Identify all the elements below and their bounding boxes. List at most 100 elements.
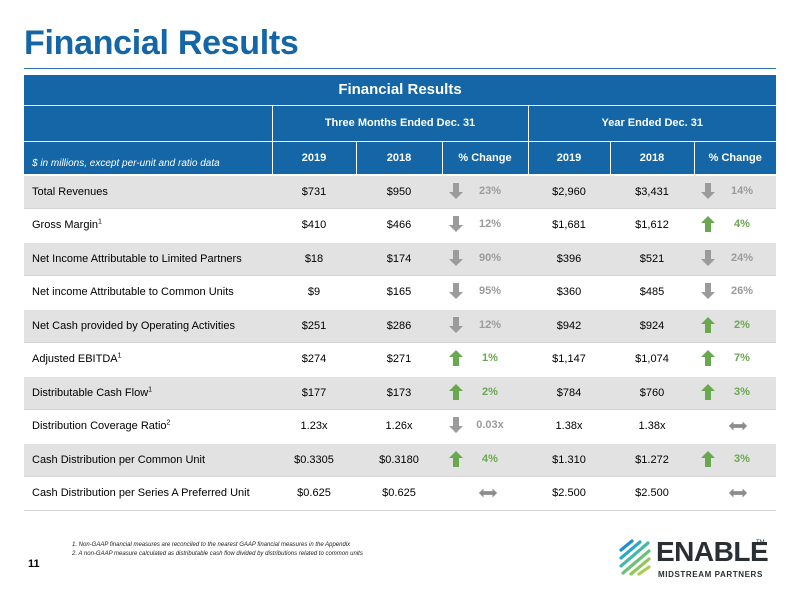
- percent-change: 2%: [482, 385, 498, 398]
- value-cell: $173: [356, 375, 442, 410]
- value-cell: $0.3305: [272, 442, 356, 477]
- column-header: 2018: [355, 140, 442, 175]
- value-cell: $2.500: [610, 476, 694, 511]
- footnote-2: 2. A non-GAAP measure calculated as dist…: [72, 550, 363, 557]
- table-row: Distributable Cash Flow1 $177 $173 2% $784 $7…: [24, 375, 776, 410]
- table-body: Total Revenues $731 $950 23% $2,960 $3,431 14%…: [24, 174, 776, 511]
- value-cell: $177: [272, 375, 356, 410]
- value-cell: $942: [528, 308, 610, 343]
- footnote-marker: 1: [117, 352, 122, 360]
- value-cell: $396: [528, 241, 610, 276]
- row-label: Net Income Attributable to Limited Partn…: [24, 241, 272, 276]
- arrow-down-icon: [701, 249, 715, 266]
- change-cell: 23%: [442, 174, 528, 209]
- value-cell: 1.38x: [610, 409, 694, 444]
- change-cell: 0.03x: [442, 409, 528, 444]
- value-cell: 1.23x: [272, 409, 356, 444]
- period-header-year: Year Ended Dec. 31: [527, 104, 776, 141]
- change-cell: 3%: [694, 442, 776, 477]
- value-cell: $410: [272, 208, 356, 243]
- column-header: 2019: [271, 140, 356, 175]
- double-arrow-icon: [478, 488, 498, 498]
- arrow-down-icon: [449, 316, 463, 333]
- change-cell: 95%: [442, 275, 528, 310]
- footnote-1: 1. Non-GAAP financial measures are recon…: [72, 542, 351, 548]
- percent-change: 3%: [734, 385, 750, 398]
- change-cell: 1%: [442, 342, 528, 377]
- value-cell: 1.26x: [356, 409, 442, 444]
- period-spacer: [24, 104, 272, 141]
- value-cell: $1.272: [610, 442, 694, 477]
- arrow-down-icon: [701, 282, 715, 299]
- value-cell: 1.38x: [528, 409, 610, 444]
- arrow-up-icon: [449, 450, 463, 467]
- row-label: Distributable Cash Flow1: [24, 375, 272, 410]
- percent-change: 26%: [730, 284, 754, 297]
- row-label: Cash Distribution per Series A Preferred…: [24, 476, 272, 511]
- logo-wordmark: ENABLE: [656, 536, 769, 567]
- enable-logo: ENABLE TM MIDSTREAM PARTNERS: [618, 536, 778, 586]
- footnotes: 1. Non-GAAP financial measures are recon…: [72, 541, 363, 558]
- percent-change: 1%: [482, 351, 498, 364]
- footnote-marker: 1: [98, 218, 102, 226]
- arrow-down-icon: [449, 282, 463, 299]
- percent-change: 7%: [734, 351, 750, 364]
- change-cell: [442, 476, 528, 511]
- change-cell: 24%: [694, 241, 776, 276]
- change-cell: 4%: [442, 442, 528, 477]
- value-cell: $924: [610, 308, 694, 343]
- percent-change: 3%: [734, 452, 750, 465]
- table-row: Total Revenues $731 $950 23% $2,960 $3,431 14%: [24, 174, 776, 209]
- double-arrow-icon: [728, 421, 748, 431]
- value-cell: $251: [272, 308, 356, 343]
- percent-change: 14%: [730, 184, 754, 197]
- title-divider: [24, 68, 776, 69]
- row-label: Net Cash provided by Operating Activitie…: [24, 308, 272, 343]
- value-cell: $165: [356, 275, 442, 310]
- arrow-down-icon: [449, 182, 463, 199]
- table-banner: Financial Results: [24, 75, 776, 105]
- logo-trademark: TM: [756, 540, 765, 546]
- table-row: Gross Margin1 $410 $466 12% $1,681 $1,612 4%: [24, 208, 776, 243]
- arrow-down-icon: [701, 182, 715, 199]
- table-row: Distribution Coverage Ratio2 1.23x 1.26x 0.…: [24, 409, 776, 444]
- page-number: 11: [28, 558, 40, 570]
- row-label: Cash Distribution per Common Unit: [24, 442, 272, 477]
- table-row: Cash Distribution per Series A Preferred…: [24, 476, 776, 511]
- column-header: 2018: [609, 140, 694, 175]
- row-label: Adjusted EBITDA1: [24, 342, 272, 377]
- percent-change: 90%: [478, 251, 502, 264]
- arrow-up-icon: [701, 383, 715, 400]
- value-cell: $18: [272, 241, 356, 276]
- value-cell: $1,074: [610, 342, 694, 377]
- value-cell: $1,147: [528, 342, 610, 377]
- percent-change: 4%: [734, 217, 750, 230]
- arrow-up-icon: [701, 316, 715, 333]
- value-cell: $360: [528, 275, 610, 310]
- value-cell: $731: [272, 174, 356, 209]
- value-cell: $3,431: [610, 174, 694, 209]
- footnote-marker: 1: [148, 386, 153, 394]
- table-row: Net Cash provided by Operating Activitie…: [24, 308, 776, 343]
- column-header: % Change: [693, 140, 776, 175]
- change-cell: 12%: [442, 208, 528, 243]
- change-cell: 90%: [442, 241, 528, 276]
- value-cell: $0.625: [272, 476, 356, 511]
- double-arrow-icon: [728, 488, 748, 498]
- units-note: $ in millions, except per-unit and ratio…: [24, 140, 272, 175]
- change-cell: 4%: [694, 208, 776, 243]
- period-header-quarter: Three Months Ended Dec. 31: [271, 104, 528, 141]
- arrow-up-icon: [701, 450, 715, 467]
- table-row: Net Income Attributable to Limited Partn…: [24, 241, 776, 276]
- value-cell: $760: [610, 375, 694, 410]
- value-cell: $2,960: [528, 174, 610, 209]
- row-label: Total Revenues: [24, 174, 272, 209]
- financial-results-table: Financial Results Three Months Ended Dec…: [24, 75, 776, 511]
- value-cell: $274: [272, 342, 356, 377]
- value-cell: $784: [528, 375, 610, 410]
- percent-change: 12%: [478, 318, 502, 331]
- change-cell: 2%: [442, 375, 528, 410]
- value-cell: $286: [356, 308, 442, 343]
- value-cell: $950: [356, 174, 442, 209]
- column-header: % Change: [441, 140, 528, 175]
